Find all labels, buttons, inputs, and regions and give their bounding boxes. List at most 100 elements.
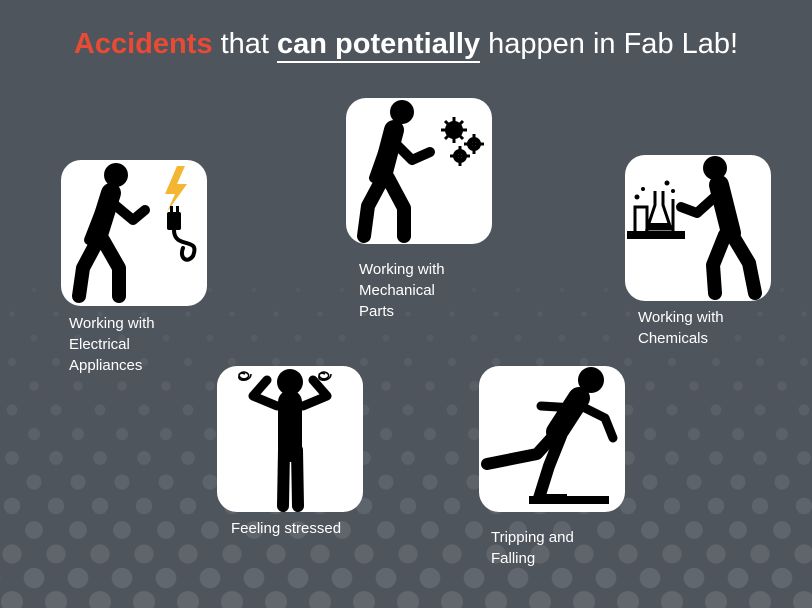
background-dot — [47, 497, 65, 515]
background-dot — [750, 544, 770, 564]
background-dot — [111, 567, 133, 589]
background-dot — [90, 544, 110, 564]
background-dot — [535, 357, 545, 367]
background-dot — [53, 311, 59, 317]
background-dot — [793, 591, 812, 608]
background-dot — [666, 404, 678, 416]
background-dot — [442, 544, 462, 564]
background-dot — [646, 334, 654, 342]
background-dot — [753, 451, 767, 465]
background-dot — [711, 357, 721, 367]
background-dot — [422, 474, 438, 490]
background-dot — [51, 357, 61, 367]
background-dot — [361, 311, 367, 317]
background-dot — [794, 544, 812, 564]
background-dot — [359, 357, 369, 367]
background-dot — [338, 334, 346, 342]
background-dot — [403, 357, 413, 367]
background-dot — [463, 567, 485, 589]
background-dot — [95, 357, 105, 367]
background-dot — [426, 334, 434, 342]
background-dot — [662, 544, 682, 564]
background-dot — [50, 404, 62, 416]
background-dot — [161, 381, 171, 391]
background-dot — [643, 427, 657, 441]
background-dot — [639, 567, 661, 589]
background-dot — [581, 311, 587, 317]
mechanical-hazard-icon — [357, 100, 484, 243]
background-dot — [685, 521, 703, 539]
background-dot — [573, 591, 595, 608]
background-dot — [558, 334, 566, 342]
background-dot — [208, 288, 212, 292]
background-dot — [287, 567, 309, 589]
background-dot — [727, 567, 749, 589]
background-dot — [46, 544, 66, 564]
background-dot — [778, 334, 786, 342]
background-dot — [6, 404, 18, 416]
background-dot — [179, 497, 197, 515]
background-dot — [203, 427, 217, 441]
background-dot — [419, 567, 441, 589]
background-dot — [423, 427, 437, 441]
background-dot — [604, 288, 608, 292]
background-dot — [309, 591, 331, 608]
background-dot — [777, 381, 787, 391]
background-dot — [353, 591, 375, 608]
background-dot — [317, 311, 323, 317]
background-dot — [1, 591, 23, 608]
card-tripping — [479, 366, 625, 512]
background-dot — [134, 544, 154, 564]
background-dot — [141, 311, 147, 317]
background-dot — [155, 567, 177, 589]
background-dot — [686, 474, 702, 490]
card-stressed — [217, 366, 363, 512]
background-dot — [669, 311, 675, 317]
background-dot — [310, 544, 330, 564]
background-dot — [375, 567, 397, 589]
background-dot — [443, 497, 461, 515]
background-dot — [135, 497, 153, 515]
background-dot — [665, 451, 679, 465]
background-dot — [29, 381, 39, 391]
background-dot — [27, 427, 41, 441]
background-dot — [595, 567, 617, 589]
background-dot — [294, 334, 302, 342]
label-chemicals: Working with Chemicals — [638, 309, 724, 347]
title-emphasis: can potentially — [277, 28, 481, 63]
background-dot — [378, 474, 394, 490]
background-dot — [667, 357, 677, 367]
background-dot — [379, 427, 393, 441]
background-dot — [113, 521, 131, 539]
background-dot — [754, 404, 766, 416]
background-dot — [421, 521, 439, 539]
background-dot — [733, 381, 743, 391]
background-dot — [222, 544, 242, 564]
background-dot — [623, 357, 633, 367]
card-chemicals — [625, 155, 771, 301]
background-dot — [705, 591, 727, 608]
background-dot — [49, 451, 63, 465]
background-dot — [177, 591, 199, 608]
background-dot — [618, 544, 638, 564]
background-dot — [441, 591, 463, 608]
background-dot — [67, 567, 89, 589]
background-dot — [32, 288, 36, 292]
background-dot — [162, 334, 170, 342]
background-dot — [529, 591, 551, 608]
background-dot — [780, 288, 784, 292]
background-dot — [97, 311, 103, 317]
background-dot — [205, 381, 215, 391]
background-dot — [273, 311, 279, 317]
background-dot — [801, 311, 807, 317]
background-dot — [74, 334, 82, 342]
background-dot — [661, 591, 683, 608]
background-dot — [425, 381, 435, 391]
background-dot — [774, 474, 790, 490]
background-dot — [91, 497, 109, 515]
background-dot — [706, 544, 726, 564]
background-dot — [26, 474, 42, 490]
title-part2: happen in Fab Lab! — [488, 28, 739, 60]
background-dot — [158, 474, 174, 490]
title-part1: that — [220, 28, 269, 60]
